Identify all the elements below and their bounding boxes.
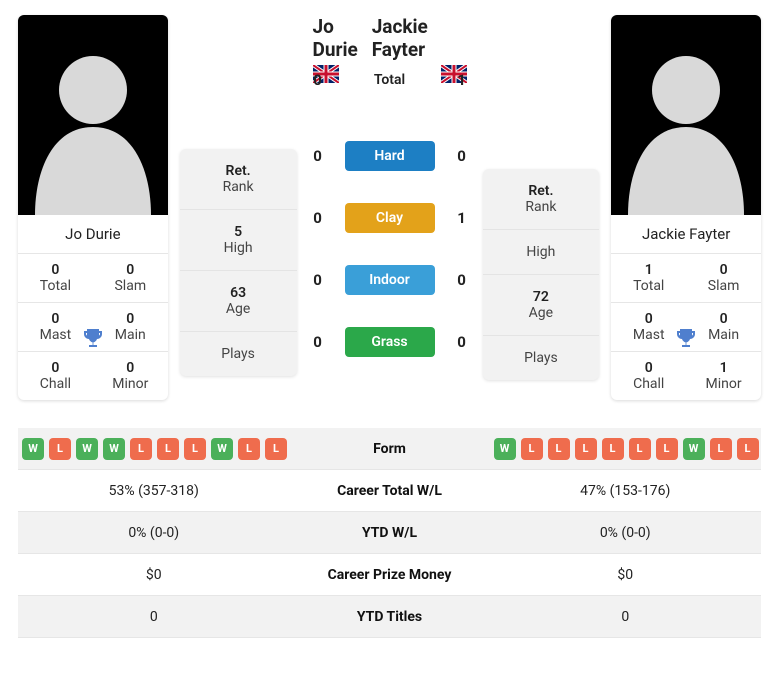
h2h-indoor-row: 0 Indoor 0 [309, 265, 471, 295]
compare-row: 0% (0-0)YTD W/L0% (0-0) [18, 512, 761, 554]
trophy-icon [674, 327, 698, 351]
h2h-hard-row: 0 Hard 0 [309, 141, 471, 171]
stat-slam-left: 0Slam [93, 253, 168, 302]
titles-grid-left: 0Total 0Slam 0Mast 0Main 0Chall 0Minor [18, 253, 168, 400]
form-badge[interactable]: L [521, 438, 543, 460]
h2h-clay-label[interactable]: Clay [345, 203, 435, 233]
h2h-clay-row: 0 Clay 1 [309, 203, 471, 233]
info-card-right: Ret.Rank High 72Age Plays [483, 169, 600, 380]
info-age-right: 72Age [483, 275, 600, 336]
stat-slam-right: 0Slam [686, 253, 761, 302]
h2h-surface-block: 0 Hard 0 0 Clay 1 0 Indoor 0 0 Grass 0 [309, 139, 471, 357]
silhouette-icon [23, 35, 163, 215]
info-high-left: 5High [180, 210, 297, 271]
player-photo-right [611, 15, 761, 215]
form-badge[interactable]: L [548, 438, 570, 460]
form-badge[interactable]: W [494, 438, 516, 460]
compare-label: Career Total W/L [290, 483, 490, 499]
form-badge[interactable]: W [211, 438, 233, 460]
stat-minor-left: 0Minor [93, 351, 168, 400]
h2h-total-row: 0 Total 1 [309, 65, 471, 95]
compare-right: 47% (153-176) [490, 483, 762, 499]
info-plays-right: Plays [483, 336, 600, 380]
form-badge[interactable]: W [76, 438, 98, 460]
compare-left: 53% (357-318) [18, 483, 290, 499]
compare-left: 0 [18, 609, 290, 625]
stat-chall-right: 0Chall [611, 351, 686, 400]
form-badges-right: WLLLLLLWLL [494, 438, 759, 460]
stat-total-left: 0Total [18, 253, 93, 302]
h2h-grass-left: 0 [309, 333, 327, 351]
h2h-total-right: 1 [453, 71, 471, 89]
silhouette-icon [616, 35, 756, 215]
h2h-indoor-left: 0 [309, 271, 327, 289]
player-name-right[interactable]: Jackie Fayter [611, 215, 761, 253]
h2h-total-left: 0 [309, 71, 327, 89]
compare-right: 0 [490, 609, 762, 625]
info-rank-right: Ret.Rank [483, 169, 600, 230]
form-badge[interactable]: W [103, 438, 125, 460]
player-card-left: Jo Durie 0Total 0Slam 0Mast 0Main 0Chall… [18, 15, 168, 400]
info-rank-left: Ret.Rank [180, 149, 297, 210]
compare-label: YTD Titles [290, 609, 490, 625]
compare-row: 0YTD Titles0 [18, 596, 761, 638]
name-heading-right[interactable]: Jackie Fayter [372, 15, 467, 61]
player-card-right: Jackie Fayter 1Total 0Slam 0Mast 0Main 0… [611, 15, 761, 400]
form-badge[interactable]: L [737, 438, 759, 460]
form-badge[interactable]: W [683, 438, 705, 460]
compare-row: 53% (357-318)Career Total W/L47% (153-17… [18, 470, 761, 512]
form-badge[interactable]: L [130, 438, 152, 460]
form-badge[interactable]: L [656, 438, 678, 460]
form-badge[interactable]: L [629, 438, 651, 460]
compare-right: $0 [490, 567, 762, 583]
stat-total-right: 1Total [611, 253, 686, 302]
compare-left: 0% (0-0) [18, 525, 290, 541]
h2h-grass-label[interactable]: Grass [345, 327, 435, 357]
form-row: WLWWLLLWLL Form WLLLLLLWLL [18, 428, 761, 470]
h2h-clay-left: 0 [309, 209, 327, 227]
h2h-clay-right: 1 [453, 209, 471, 227]
compare-left: $0 [18, 567, 290, 583]
compare-label: Career Prize Money [290, 567, 490, 583]
head-to-head-center: Jo Durie Jackie Fayter 0 Total 1 0Hard00… [309, 15, 471, 357]
player-names-row: Jo Durie Jackie Fayter [309, 15, 471, 65]
h2h-hard-label[interactable]: Hard [345, 141, 435, 171]
form-badge[interactable]: L [238, 438, 260, 460]
h2h-grass-right: 0 [453, 333, 471, 351]
trophy-icon [81, 327, 105, 351]
compare-right: 0% (0-0) [490, 525, 762, 541]
player-photo-left [18, 15, 168, 215]
info-plays-left: Plays [180, 332, 297, 376]
titles-grid-right: 1Total 0Slam 0Mast 0Main 0Chall 1Minor [611, 253, 761, 400]
compare-label: YTD W/L [290, 525, 490, 541]
h2h-indoor-right: 0 [453, 271, 471, 289]
h2h-total-label: Total [345, 65, 435, 95]
player-comparison-header: Jo Durie 0Total 0Slam 0Mast 0Main 0Chall… [18, 15, 761, 400]
form-badge[interactable]: L [710, 438, 732, 460]
h2h-indoor-label[interactable]: Indoor [345, 265, 435, 295]
comparison-table: WLWWLLLWLL Form WLLLLLLWLL 53% (357-318)… [18, 428, 761, 638]
info-age-left: 63Age [180, 271, 297, 332]
stat-minor-right: 1Minor [686, 351, 761, 400]
name-heading-left[interactable]: Jo Durie [313, 15, 372, 61]
form-badge[interactable]: L [157, 438, 179, 460]
form-badge[interactable]: L [602, 438, 624, 460]
compare-row: $0Career Prize Money$0 [18, 554, 761, 596]
h2h-grass-row: 0 Grass 0 [309, 327, 471, 357]
form-badge[interactable]: L [184, 438, 206, 460]
form-label: Form [290, 441, 490, 457]
form-badges-left: WLWWLLLWLL [22, 438, 287, 460]
stat-chall-left: 0Chall [18, 351, 93, 400]
player-name-left[interactable]: Jo Durie [18, 215, 168, 253]
form-badge[interactable]: L [575, 438, 597, 460]
form-badge[interactable]: L [49, 438, 71, 460]
h2h-hard-left: 0 [309, 147, 327, 165]
info-high-right: High [483, 230, 600, 275]
form-badge[interactable]: W [22, 438, 44, 460]
form-badge[interactable]: L [265, 438, 287, 460]
info-card-left: Ret.Rank 5High 63Age Plays [180, 149, 297, 376]
h2h-hard-right: 0 [453, 147, 471, 165]
